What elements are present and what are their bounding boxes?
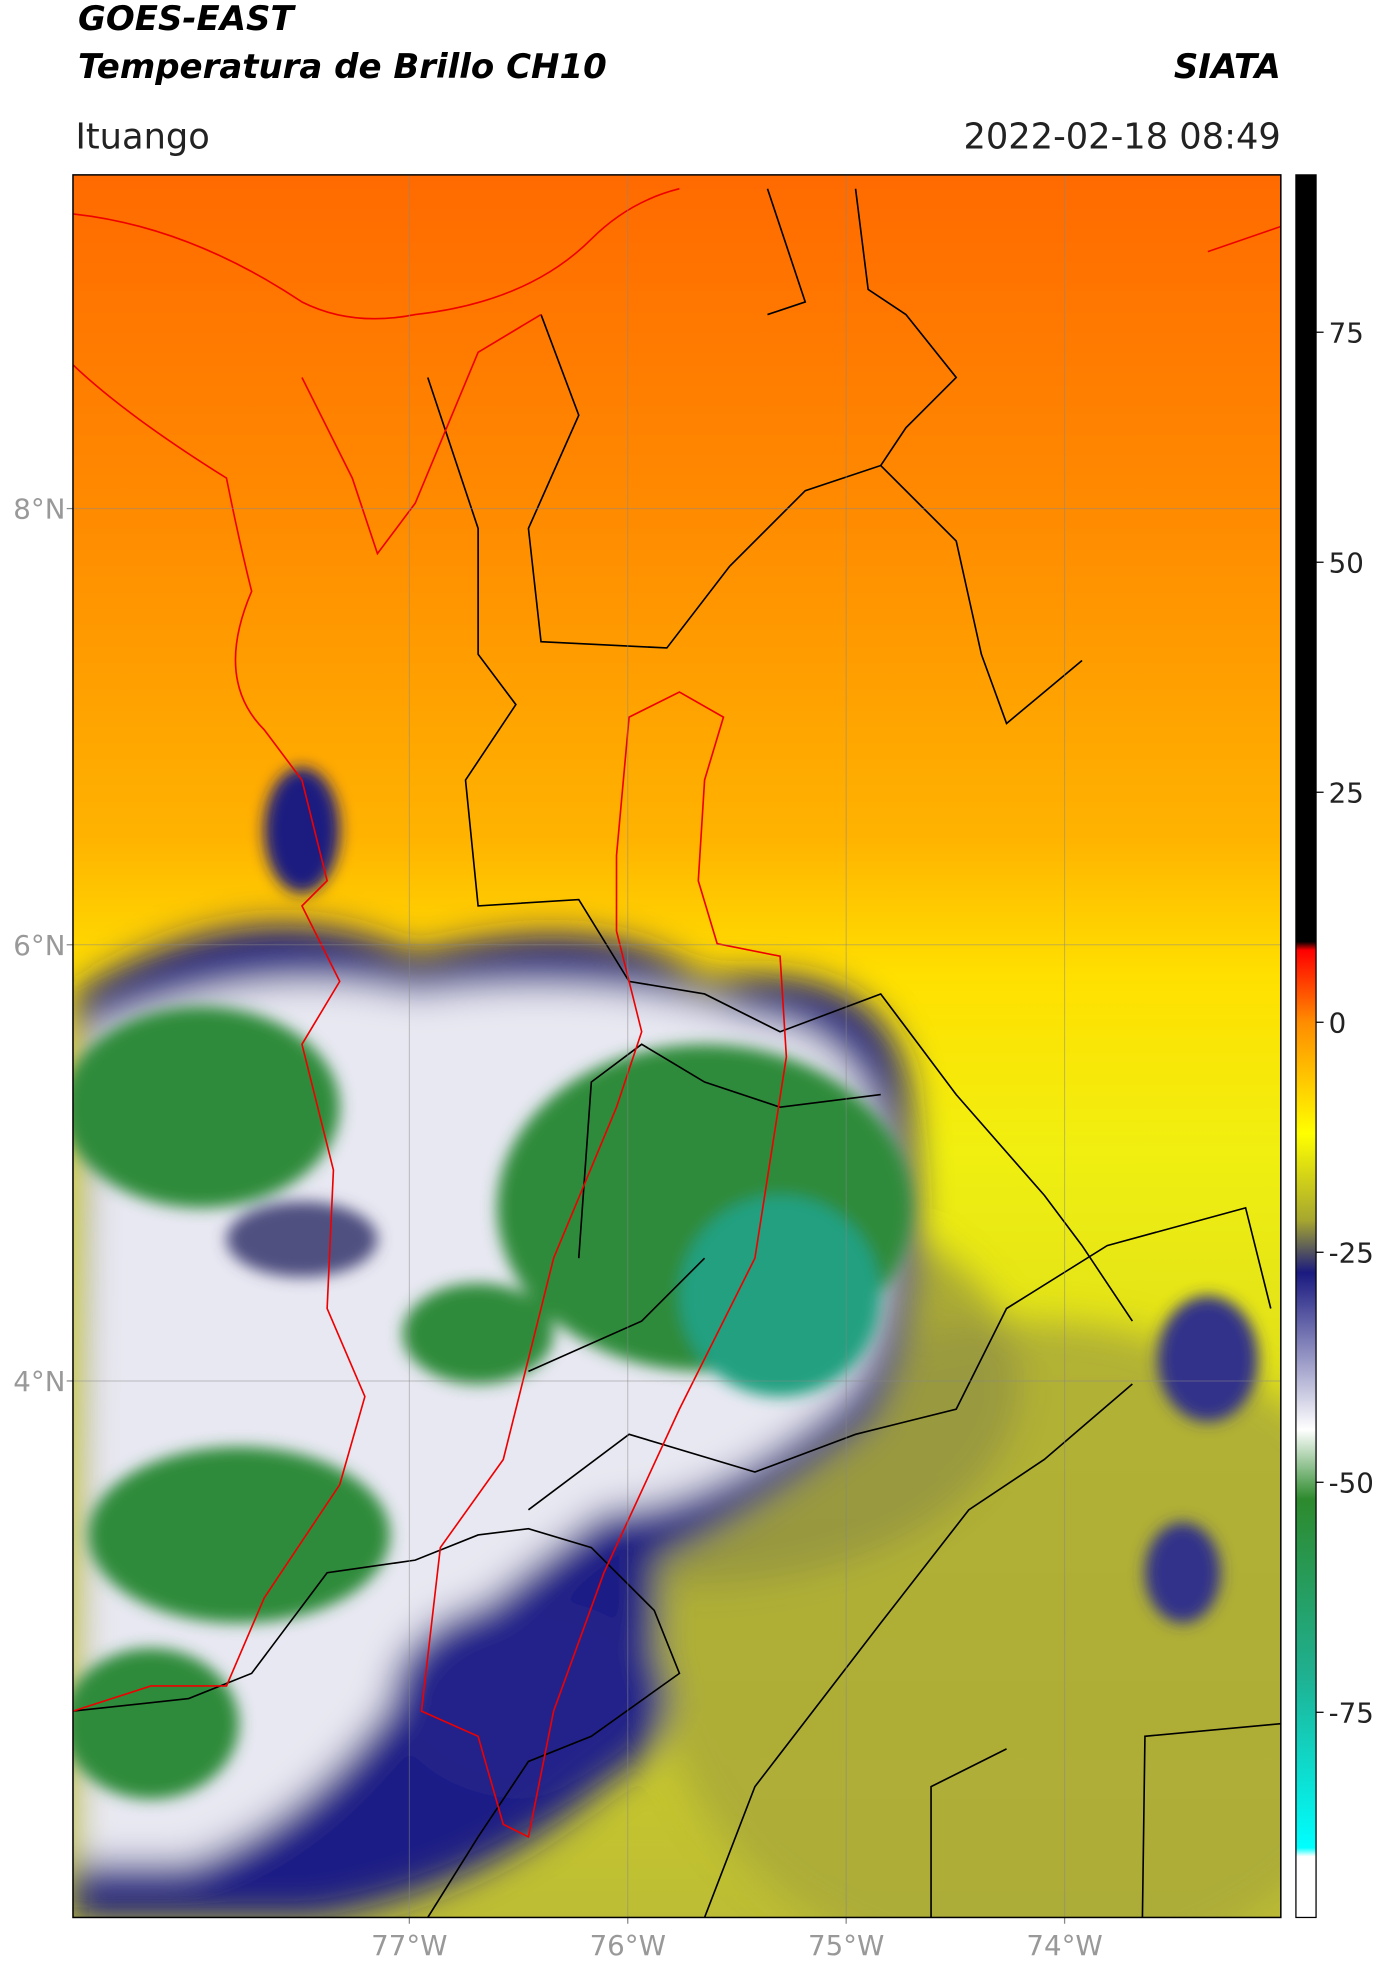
lat-tick-label: 8°N [13, 493, 65, 526]
colorbar-tick-label: -25 [1329, 1236, 1374, 1269]
colorbar-tick-label: 75 [1329, 316, 1364, 349]
title-line2: Temperatura de Brillo CH10 [78, 47, 607, 87]
lon-tick-label: 76°W [590, 1929, 666, 1962]
map-image [72, 174, 1281, 1918]
colorbar-tick-label: 50 [1329, 546, 1364, 579]
title-line1: GOES-EAST [78, 0, 296, 39]
colorbar-tick-label: -50 [1329, 1466, 1374, 1499]
colorbar [1295, 174, 1317, 1919]
colorbar-tick-label: 25 [1329, 776, 1364, 809]
datetime: 2022-02-18 08:49 [963, 116, 1280, 157]
lat-tick-label: 4°N [13, 1365, 65, 1398]
lon-tick-label: 74°W [1026, 1929, 1102, 1962]
map-frame [72, 174, 1282, 1919]
colorbar-tick-label: 0 [1329, 1006, 1347, 1039]
lon-tick-label: 75°W [808, 1929, 884, 1962]
lat-tick-label: 6°N [13, 929, 65, 962]
location: Ituango [75, 116, 209, 157]
graticule: 8°N 6°N 4°N 77°W 76°W 75°W 74°W [13, 174, 1281, 1962]
lon-tick-label: 77°W [371, 1929, 447, 1962]
colorbar-axis: 75 50 25 0 -25 -50 -75 [1316, 316, 1374, 1729]
colorbar-tick-label: -75 [1329, 1696, 1374, 1729]
source: SIATA [1174, 47, 1281, 87]
